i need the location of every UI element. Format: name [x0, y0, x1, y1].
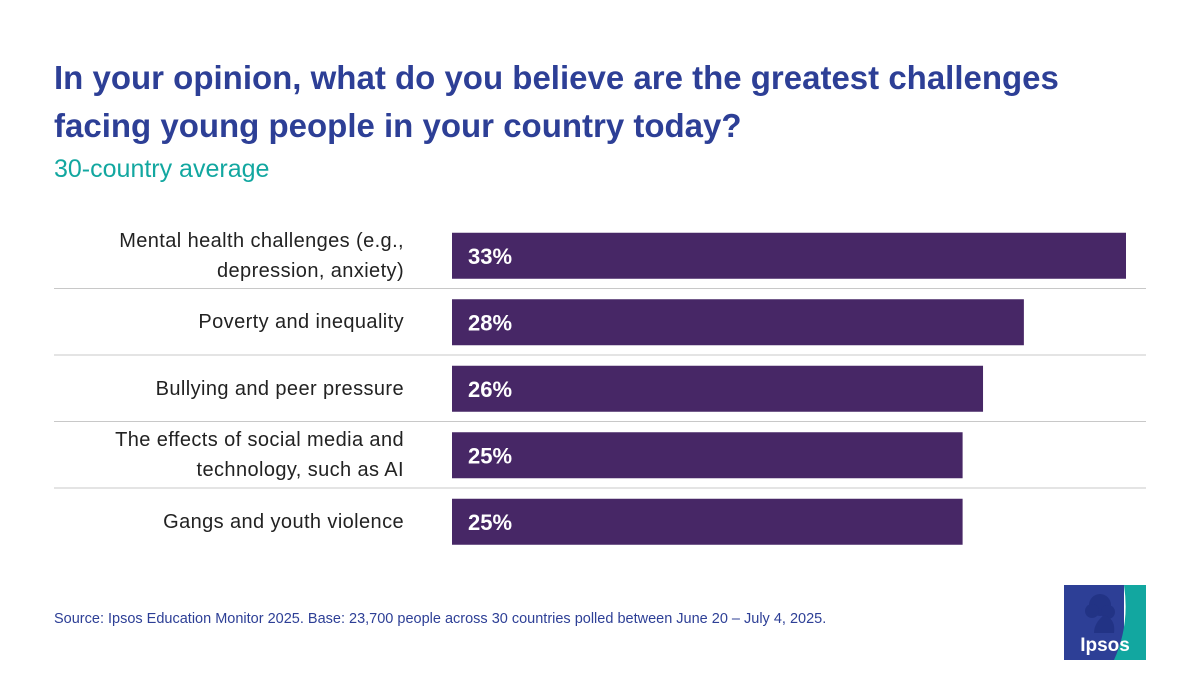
category-label: Poverty and inequality: [198, 311, 404, 333]
category-label-cell: The effects of social media and technolo…: [40, 422, 404, 488]
bar-value-label: 25%: [468, 443, 512, 468]
category-label-cell: Poverty and inequality: [40, 289, 404, 355]
logo-teal-panel: [1114, 585, 1146, 660]
category-label: The effects of social media and technolo…: [115, 429, 404, 481]
bar: [452, 232, 1126, 279]
chart-subtitle: 30-country average: [54, 155, 270, 183]
logo-text: Ipsos: [1080, 635, 1130, 656]
bar-value-label: 33%: [468, 244, 512, 269]
category-label-cell: Mental health challenges (e.g., depressi…: [40, 223, 404, 289]
bar: [452, 498, 963, 545]
category-label: Mental health challenges (e.g., depressi…: [119, 229, 404, 282]
bar: [452, 432, 963, 479]
chart-title: In your opinion, what do you believe are…: [54, 59, 1059, 144]
category-label-cell: Gangs and youth violence: [40, 489, 404, 555]
ipsos-logo-icon: Ipsos: [1064, 585, 1146, 660]
logo-head-silhouette: [1085, 594, 1115, 633]
source-note: Source: Ipsos Education Monitor 2025. Ba…: [54, 611, 827, 627]
bar: [452, 365, 984, 412]
bar-value-label: 25%: [468, 510, 512, 535]
bar-value-label: 26%: [468, 377, 512, 402]
category-label: Gangs and youth violence: [163, 510, 404, 533]
category-label-cell: Bullying and peer pressure: [40, 356, 404, 422]
bar: [452, 299, 1024, 346]
bar-value-label: 28%: [468, 310, 512, 335]
category-label: Bullying and peer pressure: [155, 377, 404, 400]
